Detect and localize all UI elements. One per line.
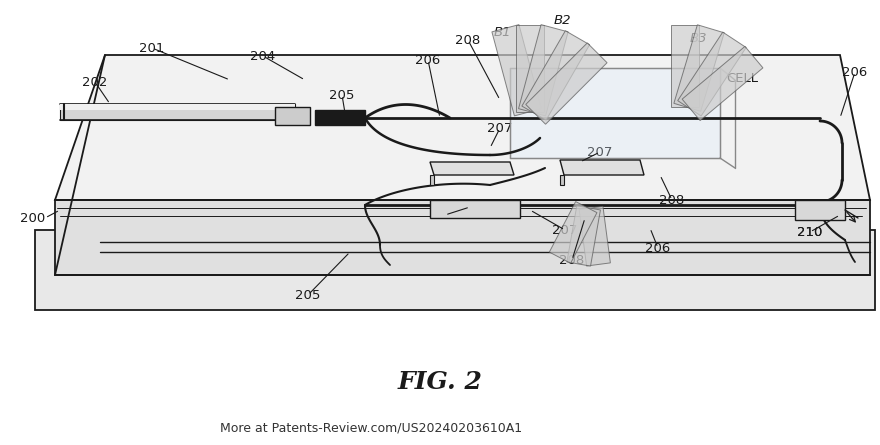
Polygon shape <box>795 200 845 220</box>
Text: 207: 207 <box>488 121 513 134</box>
Text: 200: 200 <box>19 211 45 224</box>
Text: 210: 210 <box>797 226 823 239</box>
Text: 204: 204 <box>251 49 275 62</box>
Text: More at Patents-Review.com/US20240203610A1: More at Patents-Review.com/US20240203610… <box>220 421 522 434</box>
Polygon shape <box>510 68 720 158</box>
Polygon shape <box>560 160 644 175</box>
Text: 208: 208 <box>455 33 480 46</box>
Text: 201: 201 <box>139 41 165 54</box>
Polygon shape <box>560 175 564 185</box>
Polygon shape <box>35 230 875 310</box>
Polygon shape <box>430 200 520 218</box>
Polygon shape <box>682 46 763 121</box>
Text: CELL: CELL <box>726 72 758 85</box>
Text: 207: 207 <box>553 223 577 236</box>
Text: 208: 208 <box>560 254 584 267</box>
Polygon shape <box>522 31 590 120</box>
Polygon shape <box>674 25 724 111</box>
Text: 207: 207 <box>587 146 612 158</box>
Polygon shape <box>579 206 611 266</box>
Polygon shape <box>492 24 541 116</box>
Text: 202: 202 <box>83 76 107 89</box>
Polygon shape <box>430 162 514 175</box>
Polygon shape <box>518 24 568 116</box>
Polygon shape <box>549 202 597 263</box>
Polygon shape <box>315 110 365 125</box>
Text: 210: 210 <box>797 226 823 239</box>
Polygon shape <box>55 55 870 200</box>
Polygon shape <box>60 104 295 120</box>
Polygon shape <box>55 200 870 275</box>
Text: 206: 206 <box>842 65 868 78</box>
Polygon shape <box>678 32 746 116</box>
Polygon shape <box>516 25 544 112</box>
Text: 205: 205 <box>296 288 320 302</box>
Polygon shape <box>60 104 295 110</box>
Text: 205: 205 <box>329 89 355 101</box>
Text: 206: 206 <box>415 53 441 66</box>
Text: 208: 208 <box>659 194 685 206</box>
Polygon shape <box>671 25 699 107</box>
Text: 205: 205 <box>432 209 458 222</box>
Polygon shape <box>430 175 434 185</box>
Text: B2: B2 <box>554 13 571 27</box>
Text: FIG. 2: FIG. 2 <box>398 370 482 394</box>
Text: B1: B1 <box>494 25 510 39</box>
Text: 206: 206 <box>645 242 671 255</box>
Polygon shape <box>567 206 600 266</box>
Polygon shape <box>525 43 607 124</box>
Polygon shape <box>275 107 310 125</box>
Text: B3: B3 <box>689 32 707 44</box>
